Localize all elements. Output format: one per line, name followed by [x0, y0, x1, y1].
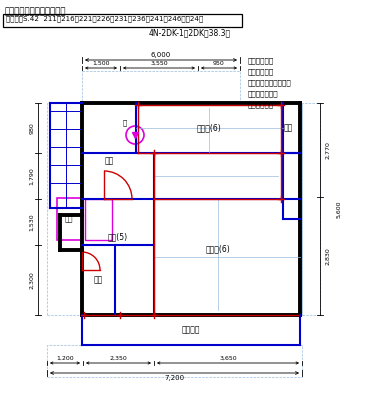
- Text: 下水　：浄化槽: 下水 ：浄化槽: [248, 90, 279, 97]
- Text: 3,550: 3,550: [150, 61, 168, 66]
- Text: 萩原住宅　中層耐火４階建: 萩原住宅 中層耐火４階建: [5, 7, 67, 16]
- Text: ＰＳ: ＰＳ: [65, 216, 73, 222]
- Text: 1,500: 1,500: [92, 61, 110, 66]
- Text: 和室２(6): 和室２(6): [206, 244, 230, 253]
- Text: 4N-2DK-1　2DK　38.3㎡: 4N-2DK-1 2DK 38.3㎡: [149, 28, 231, 37]
- Text: 2,300: 2,300: [30, 271, 34, 289]
- Bar: [47, 103, 302, 315]
- Text: 2,350: 2,350: [110, 356, 128, 361]
- Text: 納入: 納入: [283, 124, 292, 133]
- Text: ＥＶ　：無し: ＥＶ ：無し: [248, 101, 274, 108]
- Text: 廁: 廁: [123, 120, 127, 126]
- Text: 7,200: 7,200: [165, 375, 184, 381]
- Text: 浴槽　：無し: 浴槽 ：無し: [248, 68, 274, 75]
- Text: 2,770: 2,770: [325, 141, 330, 159]
- Text: ２号棟　S.42  211～216・221～226・231～236・241～246号　24戸: ２号棟 S.42 211～216・221～226・231～236・241～246…: [6, 15, 203, 22]
- Text: 便所　：水洗: 便所 ：水洗: [248, 57, 274, 64]
- Text: 950: 950: [213, 61, 225, 66]
- Text: 980: 980: [30, 122, 34, 134]
- Text: 5,600: 5,600: [336, 200, 341, 218]
- Bar: [57, 198, 82, 240]
- Text: 和室１(6): 和室１(6): [197, 124, 221, 133]
- Bar: [3, 14, 242, 27]
- Text: 6,000: 6,000: [151, 52, 171, 58]
- Text: 浴室: 浴室: [94, 275, 102, 284]
- Text: ガス　：プロパンガス: ガス ：プロパンガス: [248, 79, 292, 86]
- Bar: [82, 71, 240, 103]
- Text: 1,200: 1,200: [56, 356, 74, 361]
- Text: 玄関: 玄関: [104, 157, 114, 166]
- Bar: [47, 345, 302, 377]
- Bar: [85, 199, 112, 240]
- Text: 3,650: 3,650: [219, 356, 237, 361]
- Text: 1,530: 1,530: [30, 213, 34, 231]
- Text: 2,830: 2,830: [325, 247, 330, 265]
- Text: ＤＫ(5): ＤＫ(5): [108, 233, 128, 242]
- Text: ベランダ: ベランダ: [182, 326, 200, 335]
- Text: 1,790: 1,790: [30, 167, 34, 185]
- Bar: [302, 103, 320, 315]
